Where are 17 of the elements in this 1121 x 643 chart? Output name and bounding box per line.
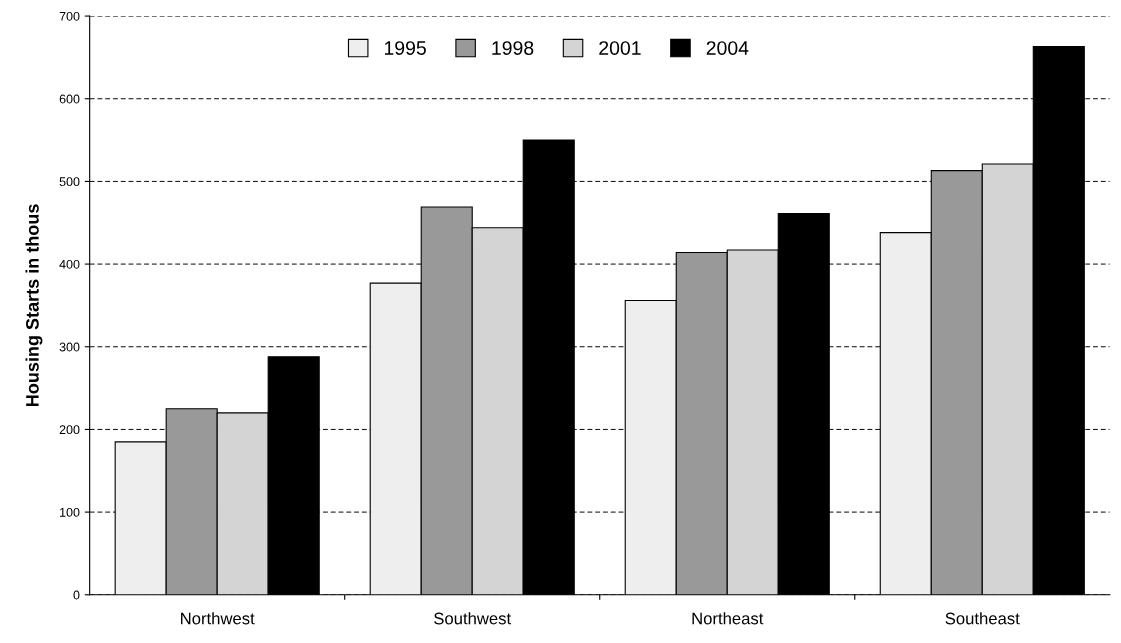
y-tick-label: 300 bbox=[59, 342, 80, 352]
y-tick-label: 600 bbox=[59, 94, 80, 104]
y-tick-label: 400 bbox=[59, 259, 80, 269]
x-tick-label: Southeast bbox=[945, 612, 1020, 625]
y-tick-label: 200 bbox=[59, 425, 80, 435]
x-tick-label: Northeast bbox=[692, 612, 764, 625]
y-tick-label: 100 bbox=[60, 507, 80, 517]
x-tick-label: Northwest bbox=[181, 612, 255, 625]
x-tick-label: Southwest bbox=[434, 612, 512, 625]
legend-label: 2004 bbox=[706, 41, 749, 55]
legend-label: 1995 bbox=[384, 41, 426, 55]
legend-label: 2001 bbox=[599, 41, 641, 55]
y-tick-label: 0 bbox=[73, 590, 80, 600]
y-tick-label: 700 bbox=[59, 11, 80, 21]
y-axis-title: Housing Starts in thous bbox=[25, 204, 43, 407]
legend-label: 1998 bbox=[492, 41, 534, 55]
y-tick-label: 500 bbox=[59, 177, 80, 187]
